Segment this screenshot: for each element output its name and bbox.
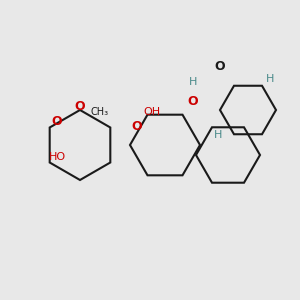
Text: CH₃: CH₃ (91, 107, 109, 117)
Text: O: O (215, 60, 225, 73)
Text: O: O (75, 100, 85, 113)
Text: H: H (214, 130, 222, 140)
Text: OH: OH (143, 107, 161, 117)
Text: H: H (189, 77, 197, 87)
Text: HO: HO (48, 152, 66, 162)
Text: O: O (52, 115, 62, 128)
Text: O: O (132, 120, 142, 133)
Text: O: O (188, 95, 198, 108)
Text: H: H (266, 74, 274, 84)
